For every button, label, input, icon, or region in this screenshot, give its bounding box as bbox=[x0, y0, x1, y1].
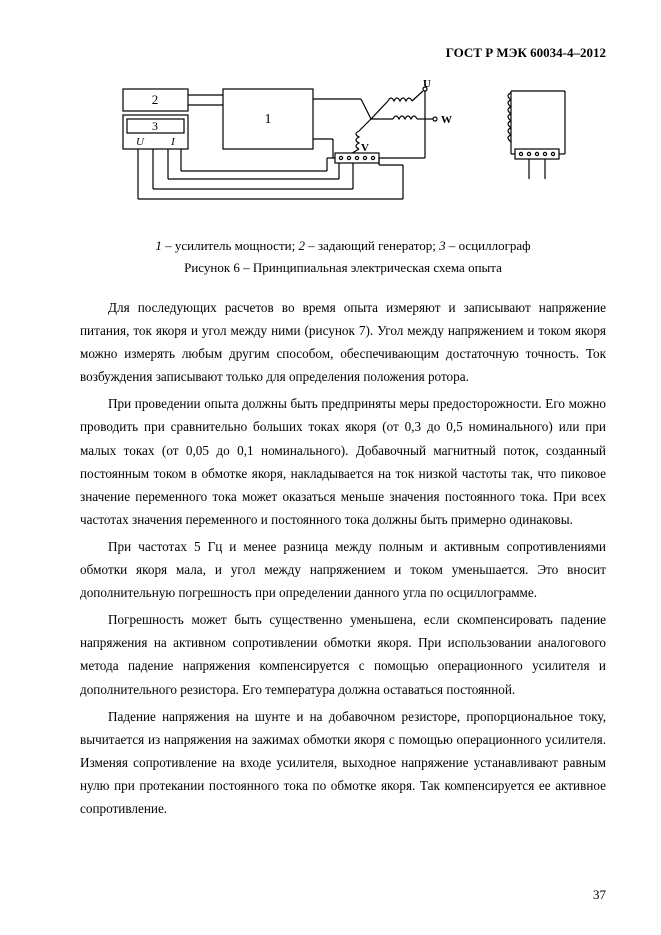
label-box1: 1 bbox=[265, 112, 272, 127]
node-V: V bbox=[361, 142, 369, 154]
node-W: W bbox=[441, 114, 452, 126]
paragraph: При проведении опыта должны быть предпри… bbox=[80, 392, 606, 531]
figure-legend: 1 – усилитель мощности; 2 – задающий ген… bbox=[80, 238, 606, 254]
figure-title: Рисунок 6 – Принципиальная электрическая… bbox=[80, 260, 606, 276]
doc-header: ГОСТ Р МЭК 60034-4–2012 bbox=[80, 45, 606, 61]
circuit-svg: 2 3 U I 1 U W V bbox=[103, 79, 583, 219]
label-box3: 3 bbox=[152, 119, 158, 133]
label-box2: 2 bbox=[152, 92, 159, 107]
label-U-small: U bbox=[136, 136, 145, 148]
page-number: 37 bbox=[593, 887, 606, 903]
paragraph: Для последующих расчетов во время опыта … bbox=[80, 296, 606, 388]
paragraph: При частотах 5 Гц и менее разница между … bbox=[80, 535, 606, 604]
paragraph: Падение напряжения на шунте и на добавоч… bbox=[80, 705, 606, 820]
figure-6-diagram: 2 3 U I 1 U W V bbox=[80, 79, 606, 224]
paragraph: Погрешность может быть существенно умень… bbox=[80, 608, 606, 700]
node-U: U bbox=[423, 79, 431, 90]
